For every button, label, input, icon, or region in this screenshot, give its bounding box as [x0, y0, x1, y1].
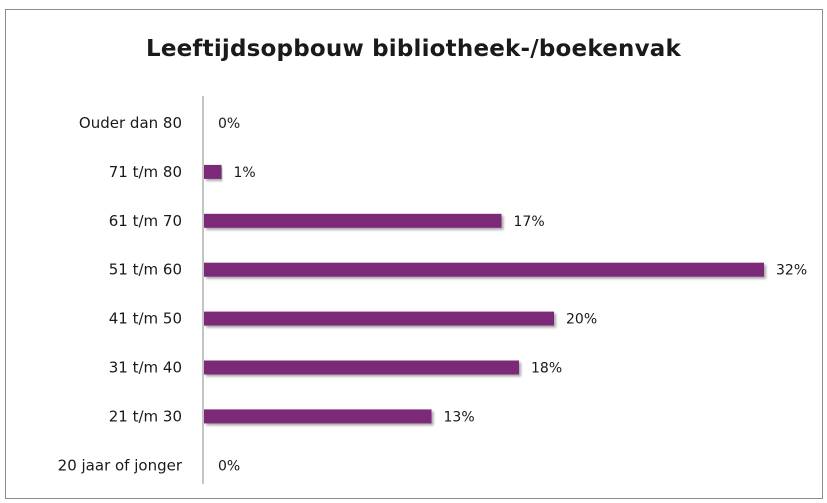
- bar: [204, 311, 554, 326]
- bar: [204, 409, 432, 424]
- chart-title: Leeftijdsopbouw bibliotheek-/boekenvak: [145, 36, 682, 62]
- bar: [204, 164, 222, 179]
- bar: [204, 213, 502, 228]
- bar: [204, 360, 519, 375]
- category-label: 20 jaar of jonger: [58, 456, 183, 474]
- data-label: 18%: [531, 361, 562, 377]
- data-label: 20%: [566, 312, 597, 328]
- data-label: 0%: [218, 458, 240, 474]
- bar: [204, 262, 764, 277]
- data-label: 17%: [514, 214, 545, 230]
- category-label: 61 t/m 70: [109, 212, 182, 230]
- category-label: 31 t/m 40: [109, 359, 182, 377]
- category-label: 71 t/m 80: [109, 163, 182, 181]
- category-label: 51 t/m 60: [109, 261, 182, 279]
- category-label: Ouder dan 80: [79, 114, 182, 132]
- data-label: 0%: [218, 116, 240, 132]
- data-label: 1%: [234, 165, 256, 181]
- category-label: 21 t/m 30: [109, 407, 182, 425]
- data-label: 13%: [444, 409, 475, 425]
- category-label: 41 t/m 50: [109, 310, 182, 328]
- data-label: 32%: [776, 263, 807, 279]
